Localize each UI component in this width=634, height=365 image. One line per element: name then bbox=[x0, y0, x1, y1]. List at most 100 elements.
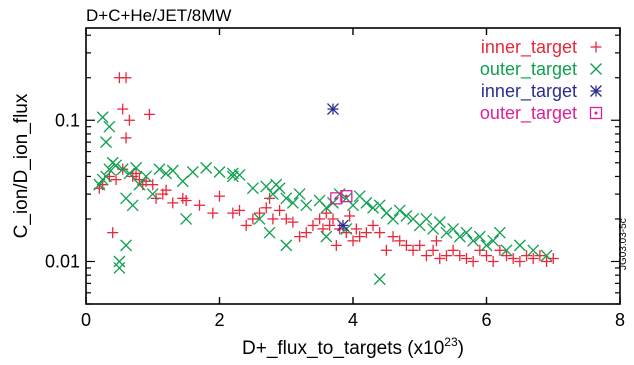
data-point-x bbox=[93, 178, 106, 191]
data-point-plus bbox=[234, 204, 246, 216]
data-point-x bbox=[120, 239, 133, 252]
data-point-x bbox=[146, 188, 159, 201]
data-point-plus bbox=[330, 239, 342, 251]
data-point-x bbox=[387, 213, 400, 225]
data-point-x bbox=[500, 244, 513, 257]
data-point-x bbox=[176, 175, 189, 188]
data-point-plus bbox=[541, 255, 553, 267]
data-point-plus bbox=[160, 184, 172, 196]
data-point-plus bbox=[414, 239, 426, 251]
data-point-plus bbox=[260, 202, 272, 214]
legend-marker-star bbox=[590, 85, 602, 97]
data-point-plus bbox=[394, 235, 406, 247]
data-point-plus bbox=[527, 252, 539, 264]
data-point-x bbox=[293, 188, 306, 201]
side-label: JG03.03-5c bbox=[618, 218, 629, 270]
legend-label: outer_target bbox=[480, 59, 577, 80]
data-point-plus bbox=[307, 219, 319, 231]
data-point-x bbox=[166, 164, 179, 177]
data-point-star bbox=[327, 103, 339, 116]
data-point-x bbox=[487, 234, 500, 247]
data-point-x bbox=[186, 166, 199, 178]
data-point-plus bbox=[344, 210, 356, 222]
data-point-plus bbox=[123, 114, 135, 126]
data-point-plus bbox=[354, 231, 366, 243]
x-tick-label: 8 bbox=[615, 310, 625, 330]
data-point-plus bbox=[534, 250, 546, 262]
data-point-x bbox=[153, 163, 166, 176]
data-point-x bbox=[493, 226, 506, 239]
data-point-x bbox=[420, 213, 433, 225]
data-point-x bbox=[393, 204, 406, 217]
data-point-plus bbox=[474, 244, 486, 256]
data-point-plus bbox=[193, 199, 205, 211]
data-point-x bbox=[113, 261, 126, 274]
data-point-plus bbox=[280, 213, 292, 225]
data-point-x bbox=[140, 170, 153, 183]
data-point-plus bbox=[501, 250, 513, 262]
data-point-plus bbox=[240, 219, 252, 231]
data-point-plus bbox=[434, 252, 446, 264]
data-point-x bbox=[367, 201, 379, 214]
data-point-plus bbox=[167, 197, 179, 209]
data-points bbox=[93, 72, 559, 286]
data-point-x bbox=[126, 199, 139, 212]
data-point-plus bbox=[447, 244, 459, 256]
data-point-plus bbox=[454, 250, 466, 262]
data-point-x bbox=[160, 167, 173, 180]
data-point-x bbox=[180, 213, 193, 225]
data-point-plus bbox=[214, 190, 225, 202]
data-point-plus bbox=[107, 227, 119, 239]
data-point-plus bbox=[427, 244, 439, 256]
data-point-x bbox=[447, 222, 460, 235]
axis-ticks: 0 2 4 6 8 0.01 0.1 bbox=[45, 28, 625, 330]
data-point-x bbox=[453, 230, 466, 243]
data-point-plus bbox=[481, 250, 492, 262]
data-point-x bbox=[260, 180, 273, 193]
data-point-x bbox=[100, 136, 112, 149]
data-point-plus bbox=[514, 255, 526, 267]
data-point-plus bbox=[367, 219, 379, 231]
data-point-plus bbox=[274, 204, 286, 216]
data-point-plus bbox=[360, 227, 372, 239]
data-point-plus bbox=[407, 244, 419, 256]
legend-marker-plus bbox=[590, 41, 602, 53]
data-point-plus bbox=[120, 72, 132, 84]
data-point-x bbox=[467, 234, 480, 247]
data-point-x bbox=[96, 111, 109, 124]
data-point-x bbox=[273, 182, 286, 195]
legend: inner_targetouter_targetinner_targetoute… bbox=[480, 37, 603, 124]
data-point-plus bbox=[300, 227, 312, 239]
data-point-x bbox=[433, 216, 446, 229]
data-point-plus bbox=[374, 227, 386, 239]
data-point-x bbox=[473, 230, 486, 243]
data-point-x bbox=[440, 226, 453, 239]
data-point-plus bbox=[267, 213, 279, 225]
data-point-x bbox=[200, 161, 213, 174]
data-point-plus bbox=[430, 235, 442, 247]
legend-marker-square bbox=[589, 106, 603, 120]
data-point-square bbox=[330, 192, 343, 205]
chart-title: D+C+He/JET/8MW bbox=[86, 6, 231, 25]
data-point-plus bbox=[320, 207, 332, 219]
data-point-plus bbox=[314, 213, 326, 225]
data-point-x bbox=[320, 230, 333, 243]
data-point-plus bbox=[487, 255, 499, 267]
data-point-plus bbox=[247, 213, 259, 225]
data-point-plus bbox=[324, 219, 336, 231]
data-point-x bbox=[110, 159, 122, 172]
data-point-x bbox=[116, 163, 129, 176]
data-point-plus bbox=[460, 252, 472, 264]
data-point-x bbox=[460, 226, 473, 239]
data-point-plus bbox=[420, 250, 432, 262]
data-point-x bbox=[100, 170, 112, 183]
data-point-plus bbox=[507, 252, 519, 264]
data-point-x bbox=[513, 239, 526, 252]
data-point-x bbox=[540, 249, 553, 262]
data-point-plus bbox=[400, 239, 412, 251]
data-point-plus bbox=[467, 255, 479, 267]
data-point-x bbox=[400, 210, 413, 222]
data-point-x bbox=[103, 163, 116, 176]
data-point-plus bbox=[440, 250, 452, 262]
